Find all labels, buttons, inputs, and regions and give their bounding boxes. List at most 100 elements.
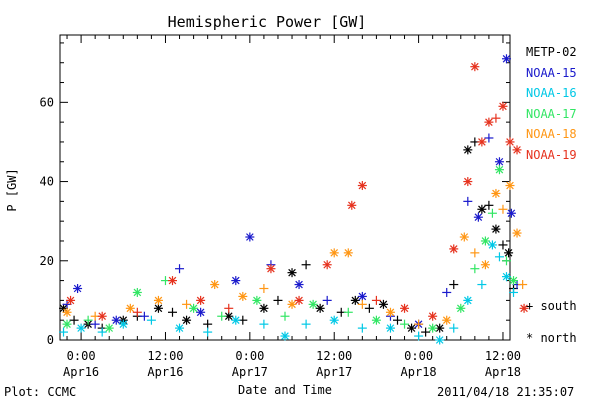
north-point xyxy=(498,101,508,111)
north-point xyxy=(189,303,199,313)
legend-entry: NOAA-17 xyxy=(526,106,577,121)
north-point xyxy=(168,276,177,286)
x-tick-label: 0:00 xyxy=(404,349,433,363)
south-point xyxy=(371,295,381,305)
north-point xyxy=(73,284,83,294)
south-point xyxy=(224,303,234,313)
north-point xyxy=(512,145,522,155)
south-point xyxy=(501,256,511,266)
north-point xyxy=(111,315,121,325)
north-marker-key: * north xyxy=(526,331,577,345)
north-point xyxy=(501,272,511,282)
south-point xyxy=(477,280,487,290)
south-point xyxy=(491,113,501,123)
legend-entry: METP-02 xyxy=(526,45,577,59)
north-point xyxy=(505,137,515,147)
north-point xyxy=(501,54,511,64)
south-point xyxy=(400,319,410,329)
north-point xyxy=(506,208,516,218)
north-point xyxy=(494,165,504,175)
north-point xyxy=(477,137,487,147)
south-point xyxy=(59,327,69,337)
south-point xyxy=(357,323,367,333)
south-point xyxy=(414,319,424,329)
north-point xyxy=(512,228,522,238)
x-axis-label: Date and Time xyxy=(238,383,332,397)
north-point xyxy=(175,323,185,333)
x-tick-date-label: Apr16 xyxy=(63,365,99,379)
north-point xyxy=(357,291,367,301)
south-point xyxy=(280,311,290,321)
plot-credit: Plot: CCMC xyxy=(4,385,77,399)
x-tick-label: 12:00 xyxy=(316,349,352,363)
south-marker-key: + south xyxy=(526,299,577,313)
north-point xyxy=(491,188,501,198)
north-point xyxy=(491,224,501,234)
south-point xyxy=(463,196,473,206)
south-point xyxy=(301,260,311,270)
legend-entry: NOAA-15 xyxy=(526,65,577,80)
north-point xyxy=(329,315,339,325)
north-point xyxy=(480,260,490,270)
south-point xyxy=(509,287,519,297)
north-point xyxy=(347,200,357,210)
north-point xyxy=(287,299,297,309)
north-point xyxy=(494,157,504,167)
north-point xyxy=(97,311,107,321)
legend-entry: NOAA-18 xyxy=(526,127,577,141)
south-point xyxy=(449,323,459,333)
y-tick-label: 20 xyxy=(40,254,54,268)
north-point xyxy=(504,248,514,258)
y-axis-label: P [GW] xyxy=(5,168,19,211)
north-point xyxy=(322,260,332,270)
north-point xyxy=(196,295,206,305)
north-point xyxy=(343,248,353,258)
south-point xyxy=(449,280,459,290)
north-point xyxy=(378,299,388,309)
south-point xyxy=(90,319,100,329)
north-point xyxy=(505,181,515,191)
north-point xyxy=(329,248,339,258)
x-tick-date-label: Apr18 xyxy=(485,365,521,379)
south-point xyxy=(168,307,177,317)
north-point xyxy=(238,291,248,301)
north-point xyxy=(459,232,469,242)
legend-entry: NOAA-16 xyxy=(526,86,577,100)
south-point xyxy=(470,248,480,258)
north-point xyxy=(407,323,417,333)
x-tick-date-label: Apr18 xyxy=(401,365,437,379)
south-point xyxy=(518,280,528,290)
north-point xyxy=(294,280,304,290)
north-point xyxy=(470,62,480,72)
legend-entry: NOAA-19 xyxy=(526,147,577,162)
north-point xyxy=(62,319,72,329)
north-point xyxy=(224,311,234,321)
x-tick-date-label: Apr17 xyxy=(232,365,268,379)
south-point xyxy=(421,327,431,337)
south-point xyxy=(470,264,480,274)
north-point xyxy=(357,181,367,191)
north-point xyxy=(252,295,262,305)
north-point xyxy=(519,303,529,313)
north-point xyxy=(428,311,438,321)
south-point xyxy=(484,133,494,143)
south-point xyxy=(301,319,311,329)
north-point xyxy=(385,307,395,317)
y-tick-label: 40 xyxy=(40,175,54,189)
x-tick-label: 12:00 xyxy=(485,349,521,363)
south-point xyxy=(498,240,508,250)
north-point xyxy=(294,295,304,305)
x-tick-label: 0:00 xyxy=(67,349,96,363)
south-point xyxy=(393,315,402,325)
south-point xyxy=(498,204,508,214)
south-point xyxy=(322,295,332,305)
north-point xyxy=(62,307,72,317)
south-point xyxy=(203,327,213,337)
north-point xyxy=(196,307,206,317)
chart-title: Hemispheric Power [GW] xyxy=(168,13,367,31)
south-point xyxy=(217,311,227,321)
south-point xyxy=(343,307,353,317)
x-tick-label: 0:00 xyxy=(235,349,264,363)
north-point xyxy=(118,319,128,329)
